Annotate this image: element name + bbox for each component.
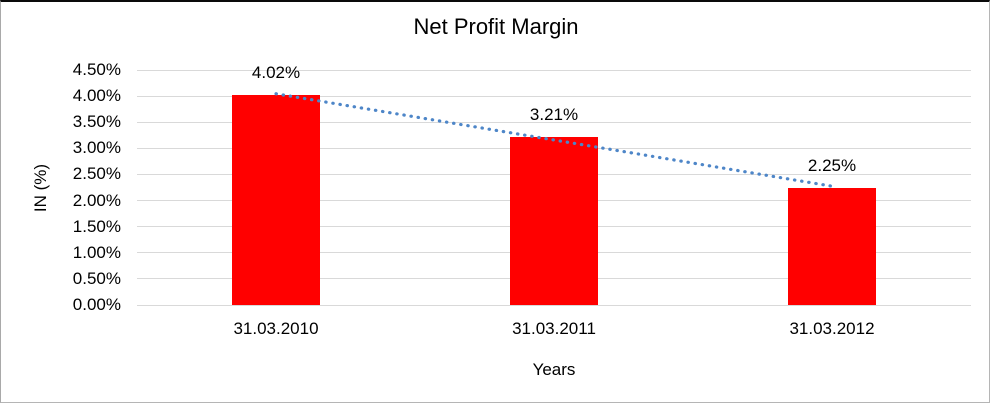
y-tick-label: 1.50% [72, 216, 121, 236]
y-tick-label: 4.00% [72, 86, 121, 106]
gridline [137, 69, 971, 71]
y-tick-label: 0.50% [72, 268, 121, 288]
y-tick-label: 3.50% [72, 112, 121, 132]
x-tick-label: 31.03.2011 [512, 319, 596, 338]
x-tick-label: 31.03.2010 [233, 319, 319, 338]
y-tick-label: 3.00% [72, 138, 121, 158]
data-label: 4.02% [251, 63, 301, 83]
x-axis-tick-labels: 31.03.2010 31.03.2011 31.03.2012 [137, 319, 971, 341]
y-tick-label: 4.50% [72, 60, 121, 79]
x-axis-title: Years [532, 360, 576, 379]
y-tick-label: 2.00% [72, 190, 121, 210]
gridline [137, 304, 971, 306]
data-label: 2.25% [807, 155, 857, 175]
data-label: 3.21% [529, 105, 579, 125]
chart-title: Net Profit Margin [413, 14, 579, 39]
bar-31.03.2012 [788, 187, 876, 305]
y-tick-label: 1.00% [72, 242, 121, 262]
plot-area: 4.02% 3.21% 2.25% [137, 64, 971, 306]
y-tick-label: 2.50% [72, 164, 121, 184]
bar-31.03.2010 [232, 95, 320, 305]
y-axis-tick-labels: 0.00% 0.50% 1.00% 1.50% 2.00% 2.50% 3.00% 3.50%… [1, 60, 129, 314]
bar-31.03.2011 [510, 137, 598, 305]
x-tick-label: 31.03.2012 [789, 319, 875, 338]
y-tick-label: 0.00% [72, 295, 121, 314]
